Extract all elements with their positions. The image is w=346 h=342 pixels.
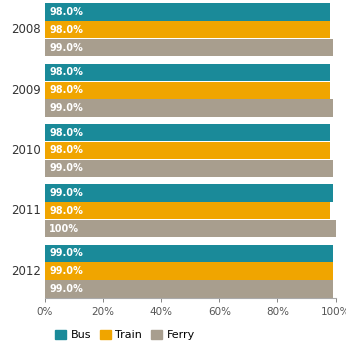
Text: 98.0%: 98.0% <box>49 67 83 77</box>
Text: 2010: 2010 <box>11 144 40 157</box>
Bar <box>45 39 333 56</box>
Bar <box>45 142 330 159</box>
Bar <box>45 160 333 177</box>
Text: 2011: 2011 <box>11 204 40 217</box>
Text: 2008: 2008 <box>11 23 40 36</box>
Bar <box>45 245 333 262</box>
Text: 98.0%: 98.0% <box>49 85 83 95</box>
Text: 2012: 2012 <box>11 265 40 278</box>
Text: 98.0%: 98.0% <box>49 7 83 17</box>
Text: 98.0%: 98.0% <box>49 25 83 35</box>
Text: 99.0%: 99.0% <box>49 266 83 276</box>
Bar <box>45 220 336 237</box>
Legend: Bus, Train, Ferry: Bus, Train, Ferry <box>51 326 200 342</box>
Bar <box>45 64 330 81</box>
Bar <box>45 184 333 201</box>
Text: 99.0%: 99.0% <box>49 284 83 294</box>
Text: 99.0%: 99.0% <box>49 188 83 198</box>
Bar <box>45 21 330 39</box>
Bar <box>45 100 333 117</box>
Text: 98.0%: 98.0% <box>49 145 83 156</box>
Text: 99.0%: 99.0% <box>49 43 83 53</box>
Text: 99.0%: 99.0% <box>49 163 83 173</box>
Text: 2009: 2009 <box>11 84 40 97</box>
Bar <box>45 124 330 141</box>
Text: 98.0%: 98.0% <box>49 206 83 216</box>
Bar <box>45 81 330 99</box>
Bar <box>45 262 333 280</box>
Text: 99.0%: 99.0% <box>49 248 83 258</box>
Text: 98.0%: 98.0% <box>49 128 83 137</box>
Text: 100%: 100% <box>49 224 79 234</box>
Bar <box>45 202 330 220</box>
Bar <box>45 280 333 298</box>
Text: 99.0%: 99.0% <box>49 103 83 113</box>
Bar <box>45 3 330 21</box>
